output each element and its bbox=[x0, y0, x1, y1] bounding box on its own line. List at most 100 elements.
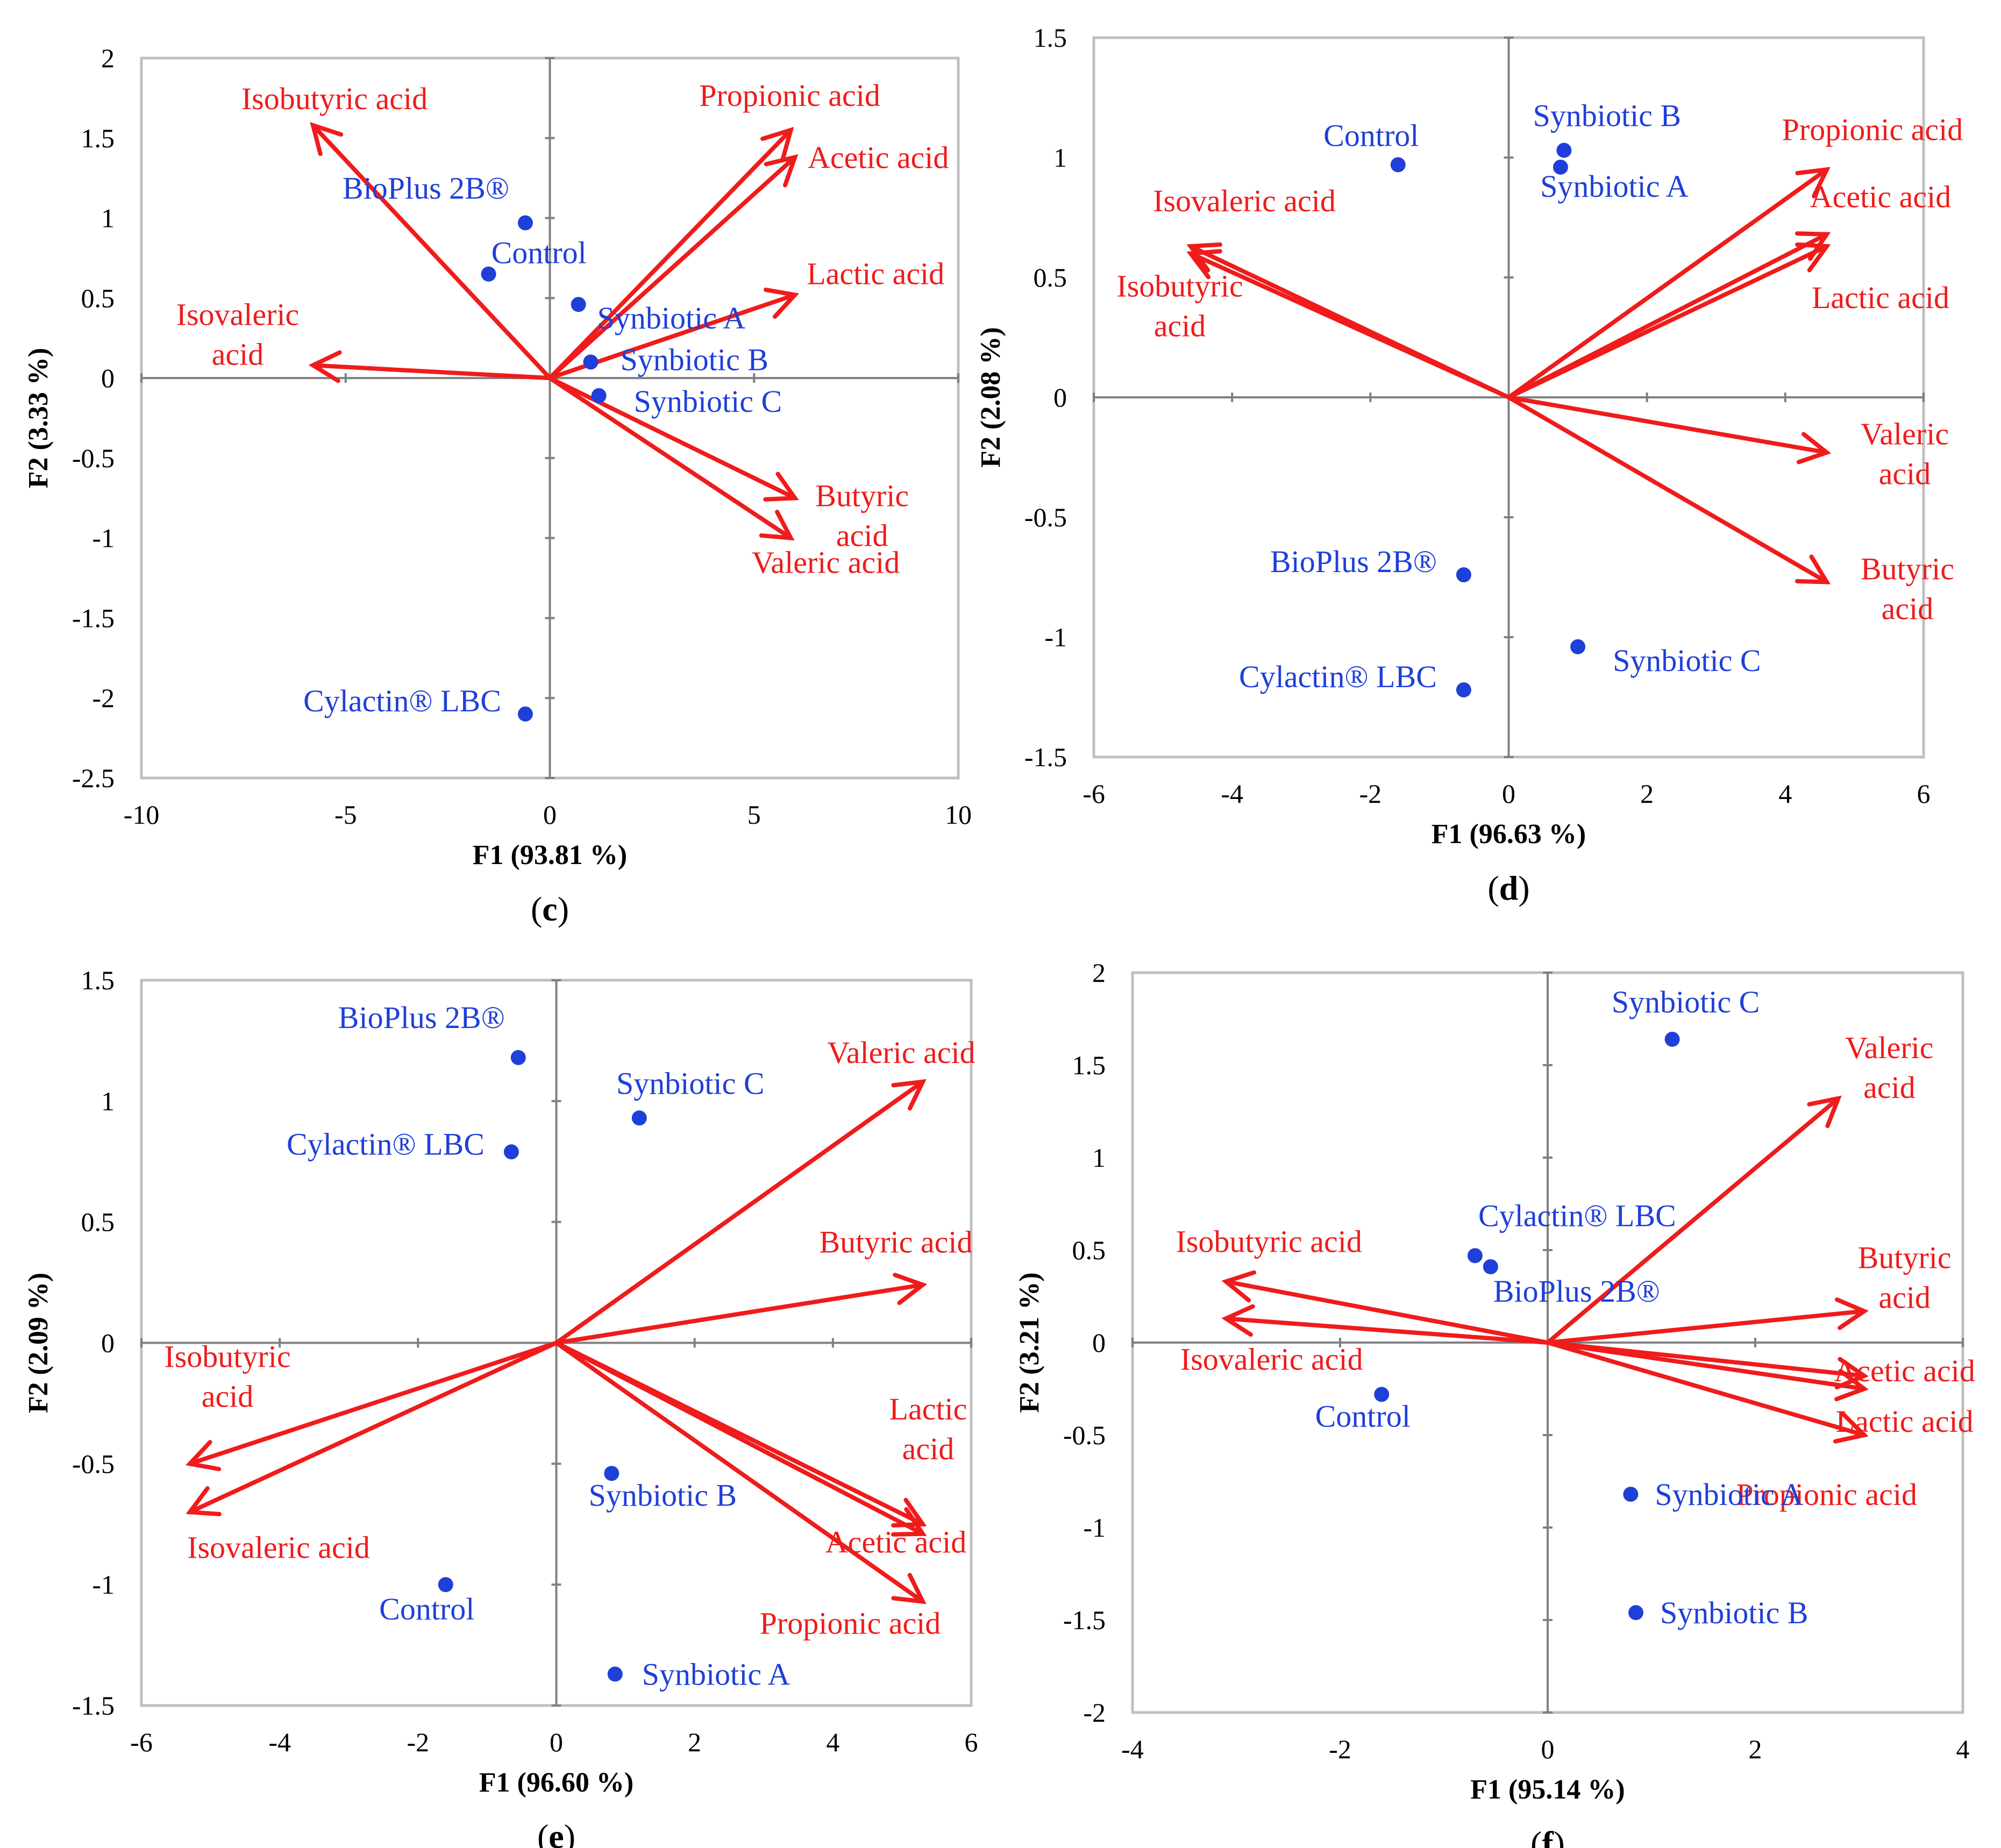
vector-arrowhead bbox=[764, 154, 799, 188]
variable-label: Isobutyric acid bbox=[241, 81, 428, 116]
vector-line bbox=[547, 376, 797, 501]
variable-label: Propionic acid bbox=[1736, 1477, 1917, 1512]
vector-arrowhead bbox=[1833, 1412, 1869, 1444]
x-tick-label: 4 bbox=[826, 1727, 839, 1757]
point-label: Cylactin® LBC bbox=[1239, 659, 1437, 694]
point-label: Synbiotic B bbox=[589, 1478, 737, 1512]
y-tick-label: -1 bbox=[1083, 1512, 1106, 1543]
vector-butyric-acid: Butyric acid bbox=[554, 1225, 973, 1345]
variable-label: Acetic acid bbox=[808, 140, 949, 175]
x-axis-title: F1 (93.81 %) bbox=[473, 840, 627, 871]
vector-line bbox=[547, 155, 797, 381]
vector-arrowhead bbox=[1186, 242, 1222, 273]
variable-label: Lactic acid bbox=[889, 1392, 967, 1466]
y-tick-label: -0.5 bbox=[1063, 1420, 1106, 1450]
vector-isovaleric-acid: Isovaleric acid bbox=[1180, 1304, 1550, 1376]
point-label: Synbiotic A bbox=[1655, 1477, 1803, 1512]
point-control: Control bbox=[481, 236, 587, 282]
x-tick-label: -5 bbox=[334, 800, 357, 830]
variable-label: Butyric acid bbox=[819, 1225, 972, 1260]
vector-line bbox=[1506, 167, 1829, 399]
vector-valeric-acid: Valeric acid bbox=[1546, 1030, 1934, 1345]
vector-arrowhead bbox=[1796, 432, 1832, 465]
point-marker bbox=[1456, 682, 1471, 698]
point-marker bbox=[510, 1050, 526, 1065]
y-tick-label: 0.5 bbox=[81, 1207, 115, 1237]
variable-label: Valeric acid bbox=[1845, 1030, 1933, 1105]
vector-line bbox=[1188, 251, 1511, 399]
point-label: Synbiotic C bbox=[1613, 643, 1761, 678]
panel-label: (c) bbox=[531, 890, 569, 928]
point-cylactin-lbc: Cylactin® LBC bbox=[1467, 1198, 1676, 1264]
panel-e: -6 -4 -2 0 2 4 6 -1.5 -1 -0.5 0 0.5 1 1.5 F1 (96.60 %)… bbox=[23, 965, 978, 1848]
point-synbiotic-c: Synbiotic C bbox=[1612, 984, 1760, 1047]
y-tick-label: -1.5 bbox=[1063, 1605, 1106, 1635]
y-tick-label: -1 bbox=[92, 523, 115, 553]
variable-label: Isovaleric acid bbox=[176, 297, 300, 372]
vector-isobutyric-acid: Isobutyric acid bbox=[1116, 249, 1511, 399]
point-label: Control bbox=[1315, 1399, 1411, 1433]
x-tick-label: -10 bbox=[124, 800, 160, 830]
point-label: Synbiotic C bbox=[634, 384, 782, 419]
x-tick-label: 0 bbox=[1541, 1734, 1555, 1764]
vector-arrowhead bbox=[1186, 249, 1222, 280]
y-tick-label: 0.5 bbox=[1072, 1235, 1106, 1265]
point-marker bbox=[631, 1110, 647, 1126]
y-tick-label: 1.5 bbox=[1034, 23, 1067, 53]
y-tick-label: 0 bbox=[101, 1328, 115, 1358]
variable-label: Isovaleric acid bbox=[1180, 1342, 1363, 1376]
x-tick-label: -2 bbox=[407, 1727, 430, 1757]
point-marker bbox=[607, 1666, 623, 1682]
point-synbiotic-b: Synbiotic B bbox=[583, 342, 768, 377]
x-tick-label: -4 bbox=[1121, 1734, 1144, 1764]
point-synbiotic-a: Synbiotic A bbox=[1540, 159, 1689, 204]
point-bioplus-2b: BioPlus 2B® bbox=[338, 1000, 526, 1065]
y-tick-label: 2 bbox=[1092, 958, 1106, 988]
vector-line bbox=[310, 123, 552, 381]
point-label: Cylactin® LBC bbox=[287, 1126, 485, 1161]
y-tick-label: 1.5 bbox=[1072, 1050, 1106, 1080]
vector-acetic-acid: Acetic acid bbox=[554, 1340, 966, 1560]
vector-butyric-acid: Butyric acid bbox=[1506, 395, 1954, 626]
y-tick-label: -0.5 bbox=[1024, 502, 1067, 532]
point-label: Synbiotic B bbox=[1660, 1595, 1808, 1630]
panel-f: -4 -2 0 2 4 -2 -1.5 -1 -0.5 0 0.5 1 1.5 2 F1 (95.14 %)… bbox=[1014, 958, 1975, 1848]
y-tick-label: -1.5 bbox=[72, 1690, 115, 1721]
point-marker bbox=[1628, 1605, 1644, 1621]
x-tick-label: -4 bbox=[1221, 779, 1243, 809]
vector-arrowhead bbox=[764, 287, 800, 319]
vector-isobutyric-acid: Isobutyric acid bbox=[164, 1339, 559, 1472]
vector-propionic-acid: Propionic acid bbox=[547, 78, 880, 381]
y-tick-label: 0 bbox=[1053, 382, 1067, 412]
x-tick-label: -2 bbox=[1359, 779, 1382, 809]
vector-line bbox=[1546, 1309, 1867, 1345]
point-control: Control bbox=[1315, 1387, 1411, 1433]
point-marker bbox=[571, 297, 586, 312]
x-tick-label: 2 bbox=[1640, 779, 1654, 809]
x-tick-label: -6 bbox=[130, 1727, 153, 1757]
vector-arrowhead bbox=[1795, 167, 1831, 198]
vector-arrowhead bbox=[1221, 1304, 1255, 1337]
point-label: Synbiotic C bbox=[1612, 984, 1760, 1019]
vector-line bbox=[310, 363, 552, 381]
vector-valeric-acid: Valeric acid bbox=[554, 1035, 975, 1345]
point-label: Synbiotic B bbox=[620, 342, 768, 377]
point-marker bbox=[1623, 1487, 1639, 1502]
x-tick-label: 4 bbox=[1778, 779, 1792, 809]
variable-label: Propionic acid bbox=[699, 78, 880, 113]
point-synbiotic-b: Synbiotic B bbox=[589, 1466, 737, 1512]
point-label: BioPlus 2B® bbox=[343, 170, 509, 205]
vector-acetic-acid: Acetic acid bbox=[1546, 1340, 1975, 1390]
vector-line bbox=[1546, 1340, 1867, 1391]
variable-label: Valeric acid bbox=[752, 545, 900, 580]
panel-label: (d) bbox=[1487, 869, 1529, 907]
x-tick-label: 2 bbox=[688, 1727, 701, 1757]
point-label: Synbiotic A bbox=[642, 1657, 791, 1692]
vector-line bbox=[554, 1340, 925, 1536]
y-tick-label: 1 bbox=[101, 1086, 115, 1116]
point-marker bbox=[438, 1577, 453, 1593]
point-label: Synbiotic A bbox=[1540, 169, 1689, 204]
point-cylactin-lbc: Cylactin® LBC bbox=[1239, 659, 1471, 698]
point-bioplus-2b: BioPlus 2B® bbox=[343, 170, 533, 231]
